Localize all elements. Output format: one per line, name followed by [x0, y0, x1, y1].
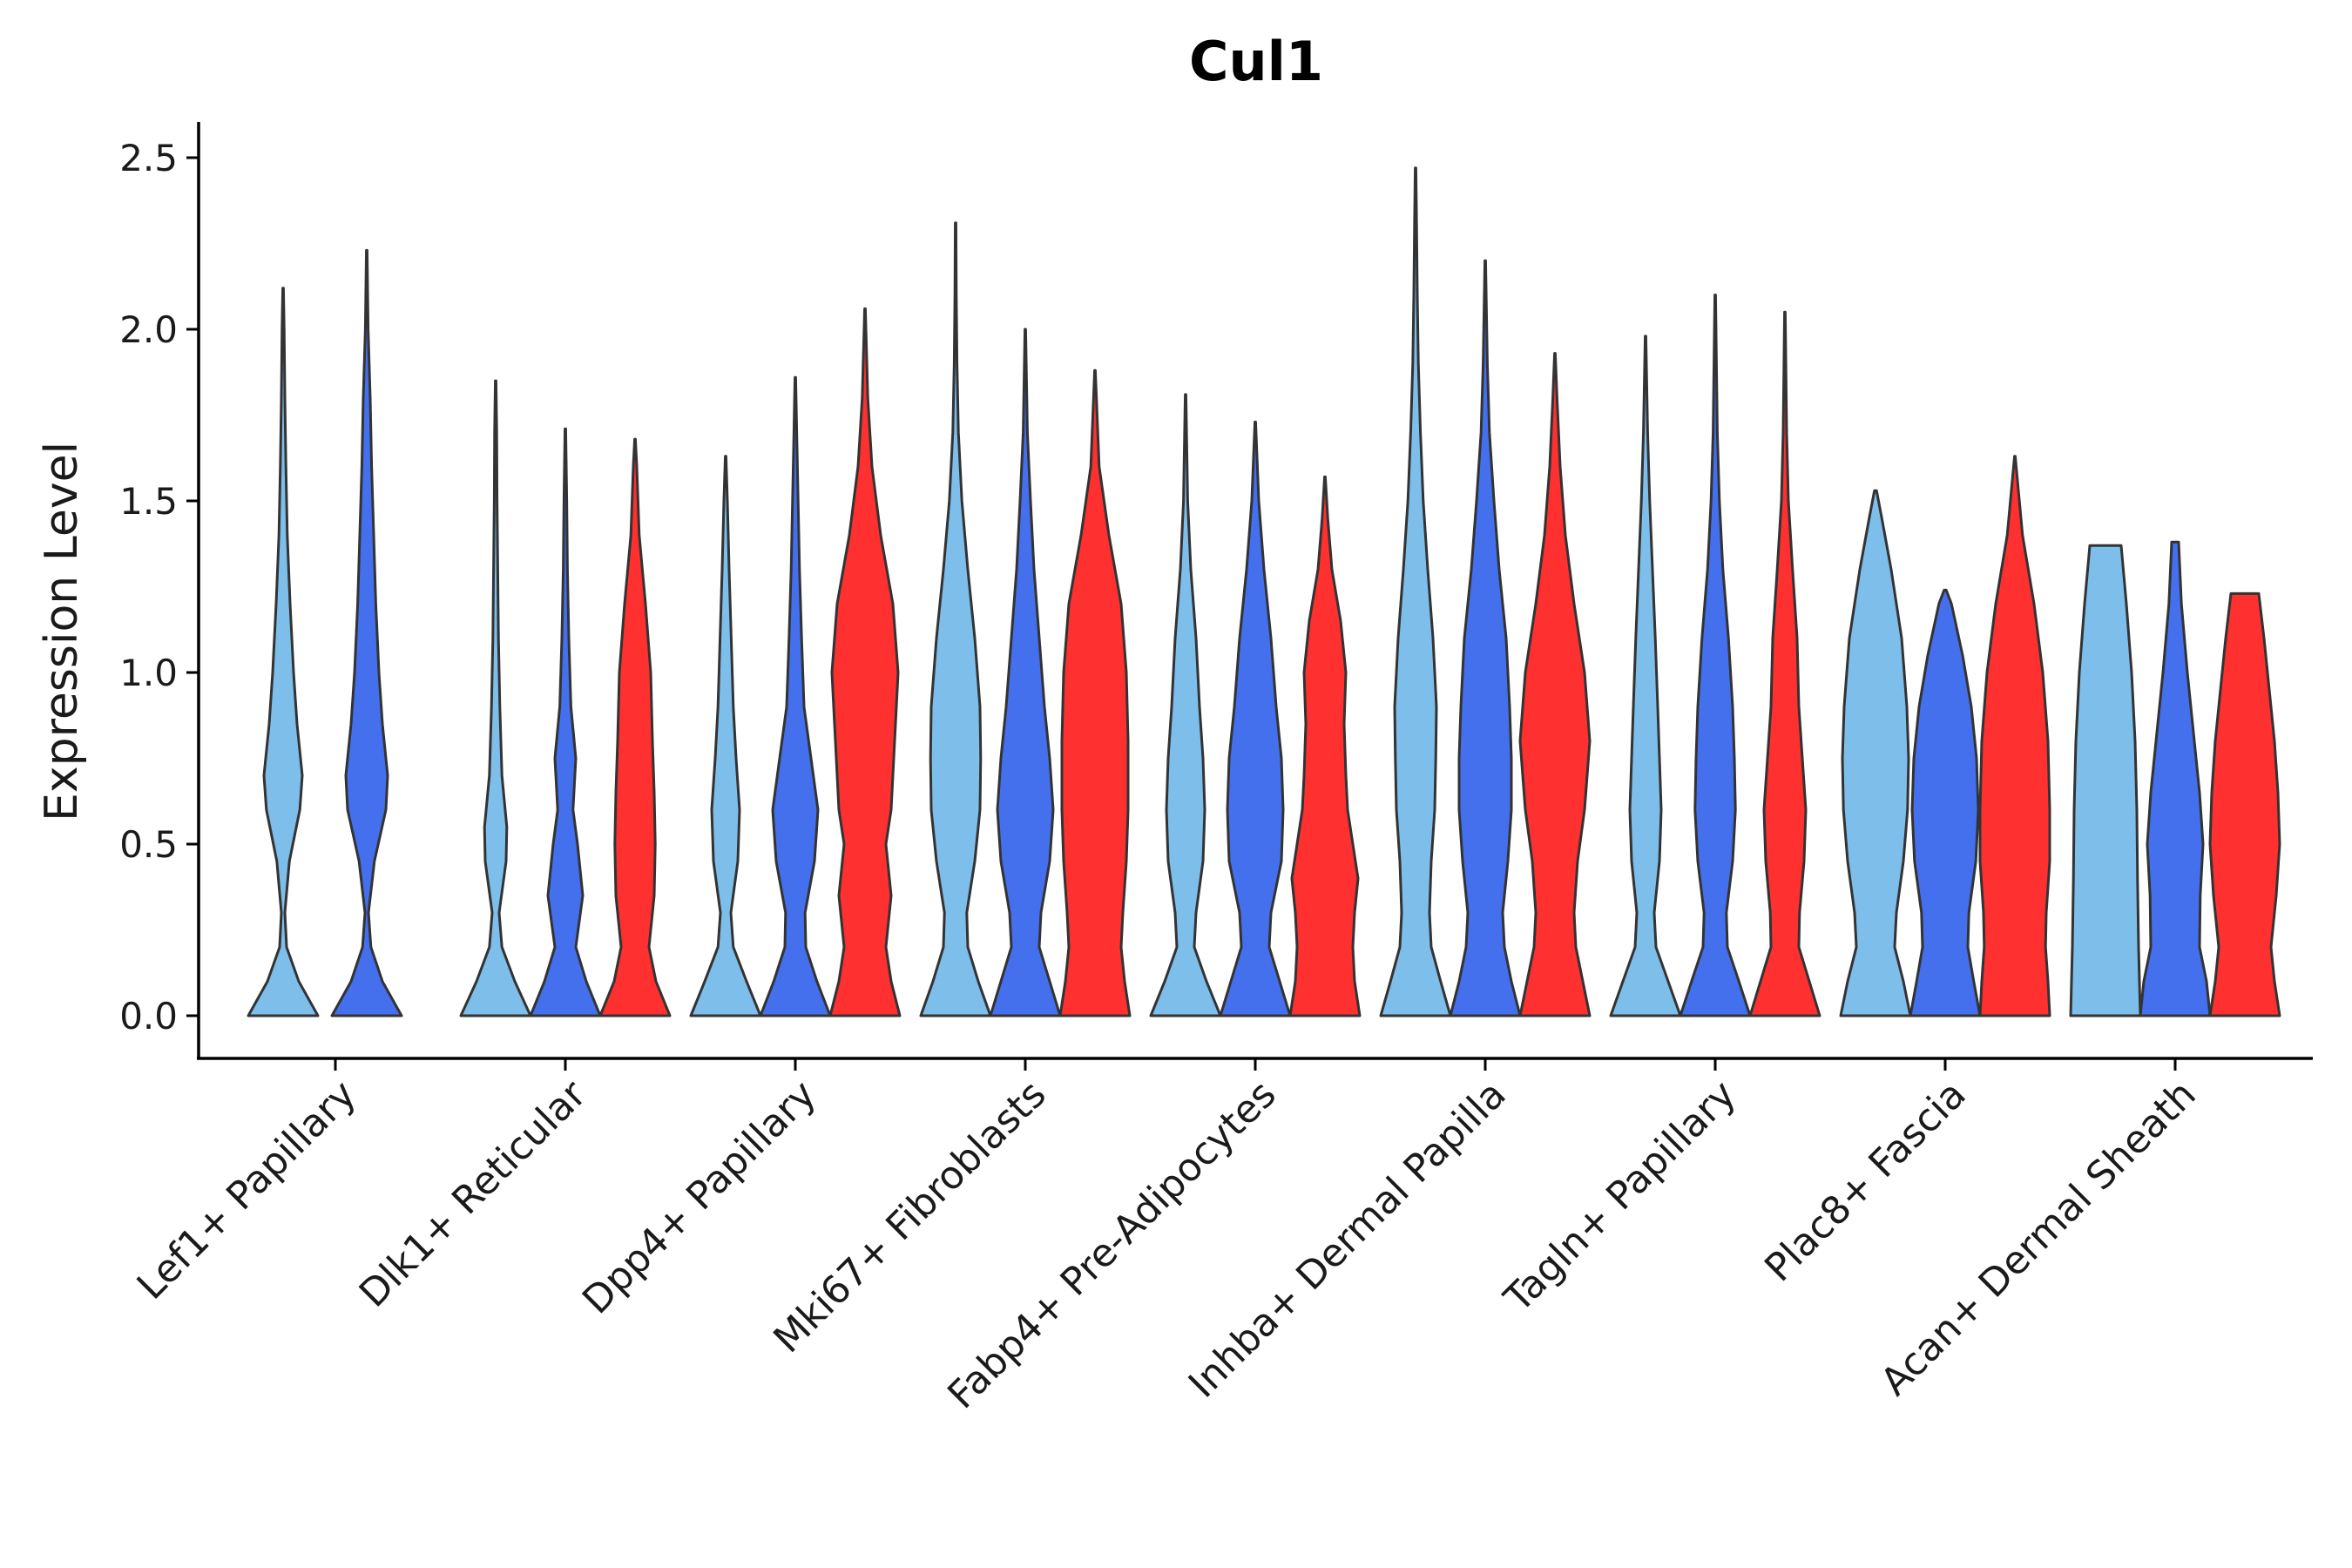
y-tick-label: 1.5: [119, 480, 178, 523]
violin-royal-blue: [1219, 420, 1292, 1017]
violin-red: [1978, 455, 2051, 1017]
y-tick-label: 0.0: [119, 995, 178, 1037]
violin-light-blue: [1379, 166, 1452, 1017]
violin-royal-blue: [1449, 259, 1522, 1017]
violin-red: [1058, 368, 1132, 1017]
y-tick-label: 2.5: [119, 137, 178, 179]
violin-light-blue: [247, 287, 320, 1017]
violin-royal-blue: [759, 375, 832, 1017]
violin-red: [1518, 352, 1592, 1017]
violin-light-blue: [1609, 335, 1682, 1017]
chart-title: Cul1: [1189, 30, 1323, 93]
violin-light-blue: [1839, 489, 1912, 1017]
violin-royal-blue: [1909, 588, 1982, 1017]
y-axis-label: Expression Level: [36, 442, 88, 821]
violin-royal-blue: [989, 328, 1062, 1017]
violin-red: [828, 307, 902, 1017]
violin-red: [598, 437, 672, 1017]
y-tick-label: 1.0: [119, 652, 178, 694]
violin-royal-blue: [1679, 294, 1752, 1017]
violin-red: [1748, 310, 1821, 1017]
violin-royal-blue: [330, 248, 403, 1017]
violin-light-blue: [1149, 393, 1222, 1017]
violin-royal-blue: [529, 427, 602, 1017]
violin-light-blue: [459, 379, 532, 1017]
y-tick-label: 0.5: [119, 823, 178, 866]
violin-royal-blue: [2139, 540, 2212, 1017]
violin-red: [2208, 591, 2281, 1017]
violin-red: [1288, 475, 1362, 1017]
violin-light-blue: [2069, 544, 2142, 1017]
violin-light-blue: [919, 221, 992, 1017]
violin-light-blue: [689, 455, 762, 1017]
y-tick-label: 2.0: [119, 308, 178, 351]
